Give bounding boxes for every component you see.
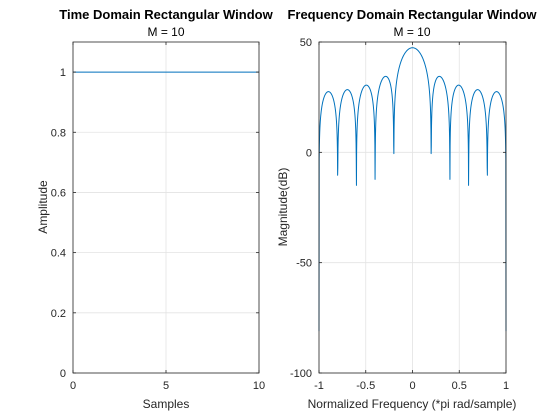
freq-ticks: -1 -0.5 0 0.5 1 -100 -50 0 50 [290, 37, 509, 392]
time-xlabel: Samples [143, 397, 190, 411]
time-subtitle: M = 10 [147, 25, 184, 39]
frequency-domain-axes: -1 -0.5 0 0.5 1 -100 -50 0 50 Frequency Domain R… [276, 7, 537, 411]
time-ticks: 0 5 10 0 0.2 0.4 0.6 0.8 1 [51, 42, 265, 392]
time-ytick-label: 0.6 [51, 187, 66, 199]
freq-ytick-label: 50 [300, 37, 312, 49]
freq-ylabel: Magnitude(dB) [276, 168, 290, 247]
freq-subtitle: M = 10 [393, 25, 430, 39]
freq-ytick-label: 0 [306, 147, 312, 159]
freq-series [318, 47, 507, 332]
time-ytick-label: 0 [60, 368, 66, 380]
freq-title: Frequency Domain Rectangular Window [287, 7, 537, 22]
freq-xtick-label: 0 [409, 380, 415, 392]
freq-xtick-label: 1 [503, 380, 509, 392]
time-xtick-label: 0 [70, 380, 76, 392]
time-ytick-label: 1 [60, 67, 66, 79]
freq-ytick-label: -100 [290, 368, 312, 380]
time-domain-axes: 0 5 10 0 0.2 0.4 0.6 0.8 1 Time Domain Rectangul… [36, 7, 274, 411]
time-ylabel: Amplitude [36, 180, 50, 234]
freq-xtick-label: -0.5 [356, 380, 375, 392]
time-title: Time Domain Rectangular Window [59, 7, 273, 22]
freq-xtick-label: 0.5 [452, 380, 467, 392]
time-ytick-label: 0.4 [51, 248, 66, 260]
freq-ytick-label: -50 [296, 258, 312, 270]
freq-xlabel: Normalized Frequency (*pi rad/sample) [308, 397, 517, 411]
freq-series-line [318, 47, 507, 332]
time-xtick-label: 10 [253, 380, 265, 392]
time-ytick-label: 0.8 [51, 127, 66, 139]
time-ytick-label: 0.2 [51, 308, 66, 320]
freq-xtick-label: -1 [314, 380, 324, 392]
time-xtick-label: 5 [163, 380, 169, 392]
